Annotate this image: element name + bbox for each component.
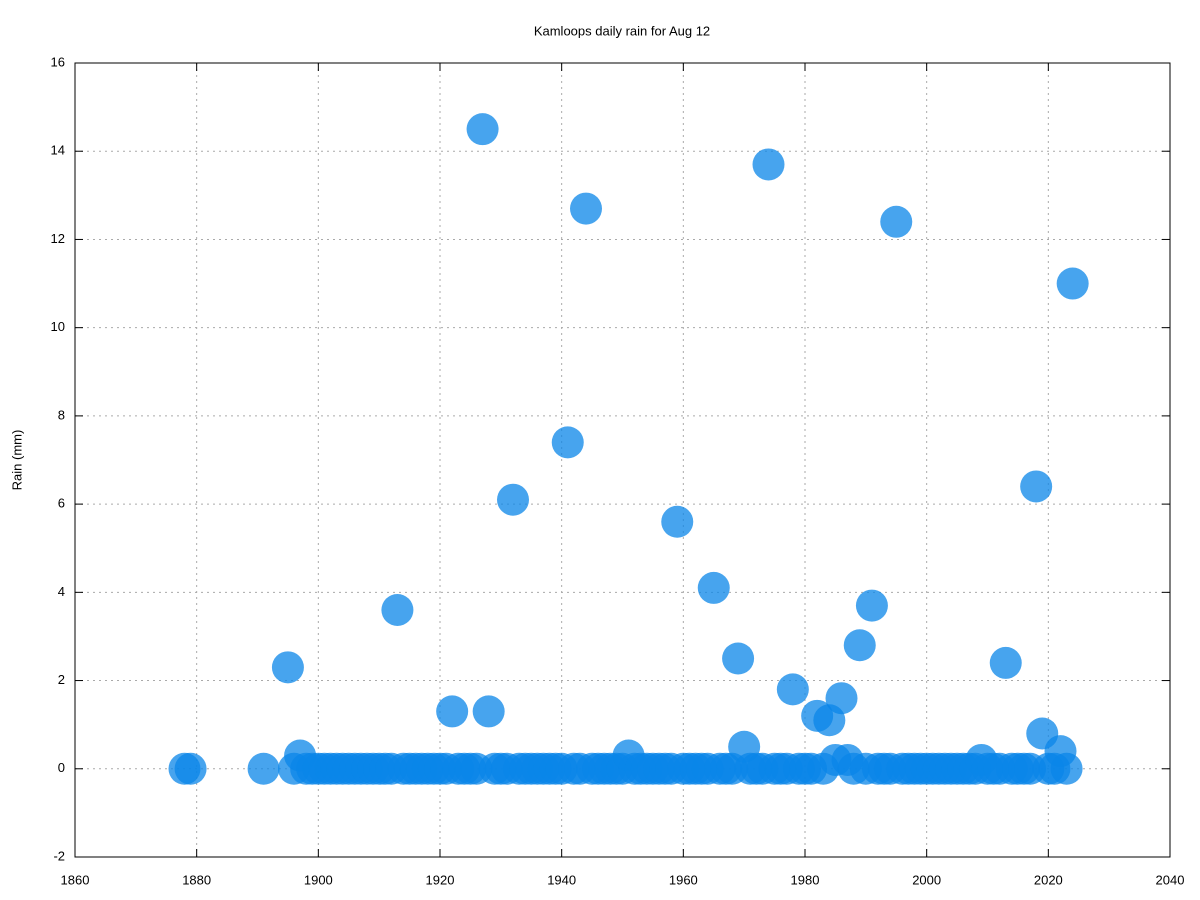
point <box>855 589 888 622</box>
point <box>661 505 694 538</box>
x-tick-label: 1860 <box>61 872 90 887</box>
point <box>174 752 207 785</box>
y-tick-label: 0 <box>58 760 65 775</box>
point <box>776 673 809 706</box>
x-tick-label: 2040 <box>1156 872 1185 887</box>
y-tick-label: 10 <box>51 319 65 334</box>
x-tick-label: 1920 <box>426 872 455 887</box>
point <box>271 651 304 684</box>
x-tick-label: 1980 <box>791 872 820 887</box>
x-tick-label: 2000 <box>912 872 941 887</box>
y-axis-label: Rain (mm) <box>9 430 24 491</box>
point <box>825 682 858 715</box>
point <box>497 483 529 516</box>
point <box>247 752 280 785</box>
y-tick-label: 14 <box>51 143 65 158</box>
point <box>551 426 584 459</box>
point <box>880 205 913 238</box>
point <box>843 629 876 662</box>
point <box>570 192 602 225</box>
point <box>472 695 505 728</box>
y-tick-label: 2 <box>58 672 65 687</box>
point <box>752 148 785 181</box>
x-tick-label: 1900 <box>304 872 333 887</box>
y-tick-label: 6 <box>58 496 65 511</box>
point <box>381 593 414 626</box>
x-tick-label: 1940 <box>547 872 576 887</box>
x-tick-label: 2020 <box>1034 872 1063 887</box>
point <box>466 113 499 146</box>
y-tick-label: 8 <box>58 407 65 422</box>
point <box>436 695 469 728</box>
point <box>722 642 755 675</box>
y-tick-label: -2 <box>53 848 65 863</box>
x-tick-label: 1960 <box>669 872 698 887</box>
y-tick-label: 4 <box>58 584 65 599</box>
plot-frame <box>74 62 1171 858</box>
point <box>989 646 1022 679</box>
x-tick-label: 1880 <box>182 872 211 887</box>
point <box>1020 470 1053 503</box>
point <box>1050 752 1083 785</box>
point <box>1056 267 1089 300</box>
y-tick-label: 12 <box>51 231 65 246</box>
y-tick-label: 16 <box>51 54 65 69</box>
point <box>697 571 730 604</box>
chart-title: Kamloops daily rain for Aug 12 <box>534 23 710 38</box>
